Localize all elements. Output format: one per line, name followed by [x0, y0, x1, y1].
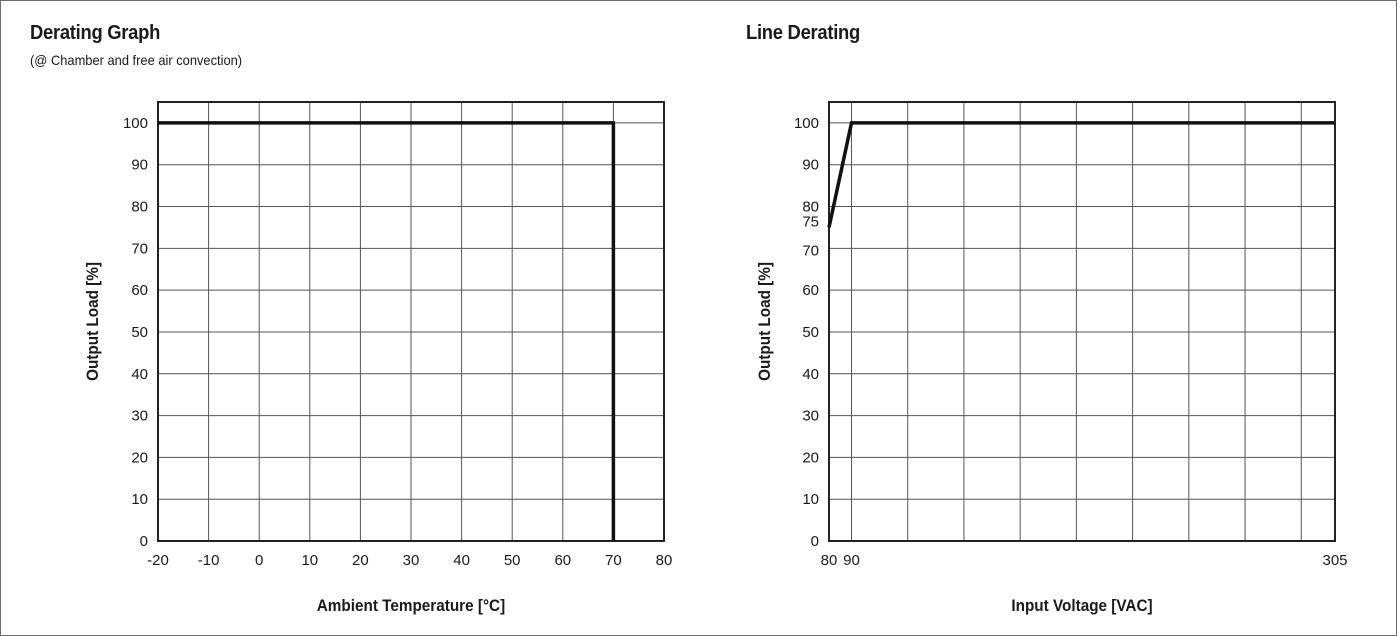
chart-1-ytick-label: 0: [140, 533, 148, 550]
chart-1-plot-border: [157, 101, 665, 542]
chart-2-title: Line Derating: [746, 22, 860, 44]
chart-1-ytick-label: 30: [131, 408, 148, 425]
chart-2-ytick-label: 60: [802, 282, 819, 299]
chart-2-plot-border: [828, 101, 1336, 542]
chart-1-ytick-label: 90: [131, 157, 148, 174]
chart-2-ytick-label: 10: [802, 491, 819, 508]
chart-2-y-axis-label: Output Load [%]: [755, 262, 774, 381]
chart-2-xtick-label: 305: [1322, 552, 1347, 569]
chart-1-ytick-label: 100: [123, 115, 148, 132]
chart-1-xtick-label: 10: [301, 552, 318, 569]
derating-graph: 0 10 20 30 40 50 60 70 80 90 100 -20 -10 0 10 20 30 40 50 6…: [83, 101, 673, 615]
chart-2-ytick-label: 80: [802, 199, 819, 216]
chart-2-xtick-label: 90: [843, 552, 860, 569]
chart-2-xtick-label: 80: [821, 552, 838, 569]
chart-2-x-axis-label: Input Voltage [VAC]: [1011, 596, 1152, 615]
chart-1-xtick-label: 0: [255, 552, 263, 569]
chart-1-xtick-label: 20: [352, 552, 369, 569]
chart-1-xtick-label: 50: [504, 552, 521, 569]
chart-2-ytick-label: 40: [802, 366, 819, 383]
chart-1-subtitle: (@ Chamber and free air convection): [30, 52, 243, 68]
chart-2-ytick-label: 20: [802, 449, 819, 466]
chart-1-ytick-label: 10: [131, 491, 148, 508]
chart-1-y-axis-label: Output Load [%]: [83, 262, 102, 381]
chart-2-ytick-label: 75: [802, 214, 819, 231]
chart-1-xtick-label: 80: [656, 552, 673, 569]
chart-1-ytick-label: 70: [131, 240, 148, 257]
chart-1-xtick-label: 70: [605, 552, 622, 569]
chart-1-title: Derating Graph: [30, 22, 161, 44]
chart-1-xtick-label: -10: [198, 552, 220, 569]
chart-1-x-axis-label: Ambient Temperature [°C]: [317, 596, 505, 615]
chart-1-ytick-label: 40: [131, 366, 148, 383]
chart-1-ytick-label: 20: [131, 449, 148, 466]
chart-2-series-line: [827, 121, 1335, 228]
chart-2-ytick-label: 70: [802, 242, 819, 259]
chart-1-xtick-label: 60: [554, 552, 571, 569]
chart-1-xtick-label: 30: [403, 552, 420, 569]
chart-1-series-line: [158, 121, 616, 541]
chart-1-ytick-label: 60: [131, 282, 148, 299]
chart-2-ytick-label: 100: [794, 115, 819, 132]
chart-2-ytick-label: 30: [802, 408, 819, 425]
chart-1-ytick-label: 80: [131, 199, 148, 216]
chart-1-xtick-label: 40: [453, 552, 470, 569]
chart-2-ytick-label: 50: [802, 324, 819, 341]
chart-2-ytick-label: 0: [811, 533, 819, 550]
chart-1-xtick-label: -20: [147, 552, 169, 569]
chart-1-ytick-label: 50: [131, 324, 148, 341]
chart-2-ytick-label: 90: [802, 157, 819, 174]
